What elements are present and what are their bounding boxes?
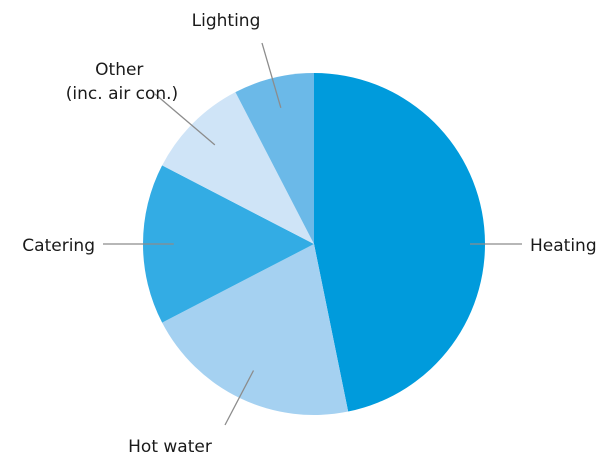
pie-slices xyxy=(142,73,485,415)
slice-label-other-line-1: Other xyxy=(95,60,143,80)
slice-label-other-line-2: (inc. air con.) xyxy=(66,84,178,104)
pie-slice-other-inc-air-con xyxy=(162,92,314,245)
slice-label-hot-water: Hot water xyxy=(128,437,212,457)
pie-slice-lighting xyxy=(235,73,314,244)
slice-label-catering: Catering xyxy=(22,236,95,256)
leader-line-hot-water xyxy=(224,370,255,426)
pie-slice-heating xyxy=(314,73,485,412)
pie-slice-hot-water xyxy=(162,244,349,415)
leader-line-other-inc-air-con xyxy=(154,93,216,146)
leader-lines xyxy=(103,42,522,426)
slice-label-heating: Heating xyxy=(530,236,597,256)
slice-label-other: Other (inc. air con.) xyxy=(66,60,178,104)
pie-slice-catering xyxy=(142,165,314,323)
slice-label-lighting: Lighting xyxy=(192,11,261,31)
leader-line-lighting xyxy=(261,42,282,108)
